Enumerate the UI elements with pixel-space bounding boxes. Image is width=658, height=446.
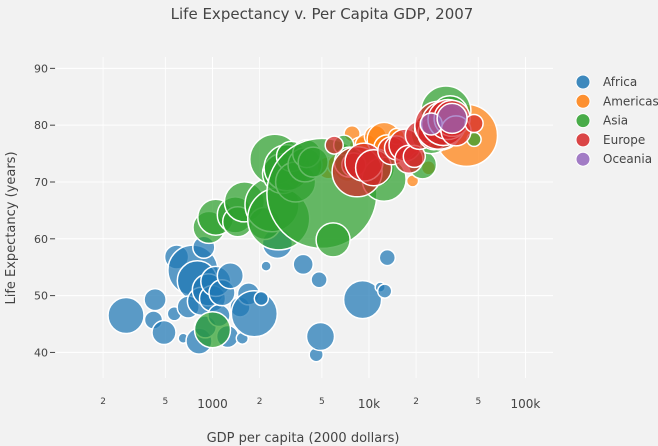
- legend-label: Africa: [603, 75, 637, 89]
- legend-marker: [575, 74, 591, 90]
- data-point-africa[interactable]: [378, 248, 397, 267]
- y-tick-label: 80: [34, 119, 48, 132]
- data-point-africa[interactable]: [260, 260, 272, 272]
- data-point-africa[interactable]: [253, 290, 270, 307]
- data-point-europe[interactable]: [324, 135, 344, 155]
- legend-label: Oceania: [603, 152, 652, 166]
- data-point-africa[interactable]: [305, 321, 336, 352]
- x-tick-label-minor: 5: [475, 397, 481, 407]
- data-point-africa[interactable]: [143, 287, 167, 312]
- legend-item-africa[interactable]: Africa: [575, 74, 637, 90]
- legend-item-oceania[interactable]: Oceania: [575, 151, 652, 167]
- data-point-africa[interactable]: [292, 253, 314, 276]
- legend-label: Americas: [603, 94, 658, 108]
- legend[interactable]: Africa Americas Asia Europe Oceania: [575, 74, 658, 167]
- data-point-asia[interactable]: [315, 222, 351, 258]
- data-point-asia[interactable]: [193, 310, 232, 349]
- legend-item-americas[interactable]: Americas: [575, 93, 658, 109]
- legend-marker: [575, 151, 591, 167]
- x-tick-label-major: 1000: [197, 397, 228, 411]
- legend-label: Asia: [603, 114, 628, 128]
- data-point-oceania[interactable]: [436, 102, 468, 135]
- axes: 40 50 60 70 80 90 1000 10k 100k 2 5 2 5 2 5: [34, 62, 540, 411]
- x-tick-label-minor: 2: [413, 397, 419, 407]
- data-point-africa[interactable]: [376, 283, 393, 299]
- y-tick-label: 60: [34, 233, 48, 246]
- y-tick-label: 50: [34, 290, 48, 303]
- data-point-africa[interactable]: [151, 319, 177, 346]
- data-point-africa[interactable]: [342, 279, 383, 320]
- x-tick-label-major: 100k: [511, 397, 541, 411]
- x-tick-label-minor: 2: [100, 397, 106, 407]
- data-point-africa[interactable]: [310, 270, 328, 289]
- legend-item-europe[interactable]: Europe: [575, 132, 645, 148]
- chart-title: Life Expectancy v. Per Capita GDP, 2007: [171, 5, 474, 23]
- legend-item-asia[interactable]: Asia: [575, 113, 628, 129]
- x-tick-label-minor: 5: [163, 397, 169, 407]
- y-tick-label: 90: [34, 62, 48, 75]
- legend-marker: [575, 93, 591, 109]
- y-axis-title: Life Expectancy (years): [4, 151, 19, 304]
- legend-marker: [575, 132, 591, 148]
- x-tick-label-minor: 2: [257, 397, 263, 407]
- x-tick-label-minor: 5: [319, 397, 325, 407]
- data-point-africa[interactable]: [216, 261, 245, 290]
- x-tick-label-major: 10k: [358, 397, 380, 411]
- y-tick-label: 40: [34, 346, 48, 359]
- data-point-africa[interactable]: [107, 296, 145, 335]
- legend-marker: [575, 113, 591, 129]
- legend-label: Europe: [603, 133, 645, 147]
- y-tick-label: 70: [34, 176, 48, 189]
- x-axis-title: GDP per capita (2000 dollars): [207, 431, 400, 446]
- data-points[interactable]: [107, 85, 499, 363]
- series-oceania[interactable]: [419, 102, 468, 136]
